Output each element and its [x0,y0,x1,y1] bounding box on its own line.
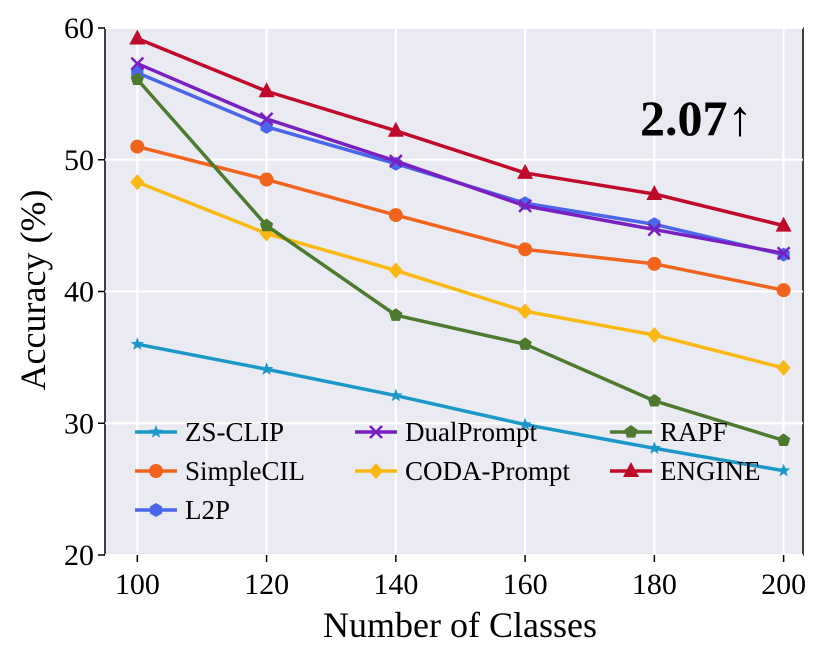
legend-label: L2P [185,495,230,525]
x-tick-label: 140 [373,568,418,601]
data-point-zs-clip [259,362,274,375]
data-point-simplecil [388,208,403,223]
data-point-simplecil [259,172,274,187]
series-coda-prompt [130,174,791,376]
data-point-simplecil [130,139,145,154]
data-point-rapf [389,308,403,321]
series-engine [129,29,792,232]
legend-swatch-marker [624,425,638,438]
y-tick-label: 20 [64,539,94,572]
y-axis-title: Accuracy (%) [13,190,53,391]
data-point-engine [646,185,663,201]
series-line-dualprompt [136,61,784,256]
data-point-coda-prompt [130,174,145,191]
legend-swatch-marker [369,425,383,439]
x-tick-label: 200 [761,568,806,601]
x-axis-title: Number of Classes [323,605,597,645]
legend-item-dualprompt: DualPrompt [355,417,537,447]
data-point-engine [129,29,146,45]
series-zs-clip [130,337,791,477]
series-line-engine [136,36,785,228]
legend: ZS-CLIP DualPrompt RAPF SimpleCIL CODA-Promp… [135,417,760,525]
data-point-rapf [518,337,532,350]
data-point-dualprompt [259,112,274,126]
data-point-rapf [259,218,274,232]
data-point-zs-clip [776,463,791,477]
y-tick-label: 60 [64,12,94,45]
legend-swatch-marker [149,425,163,438]
x-tick-label: 120 [244,568,289,601]
data-point-dualprompt [130,56,145,71]
legend-item-engine: ENGINE [610,456,760,486]
legend-label: ENGINE [660,456,760,486]
data-point-zs-clip [647,441,662,454]
data-point-dualprompt [518,198,532,213]
data-point-simplecil [647,256,662,271]
data-point-zs-clip [130,337,144,350]
series-line-rapf [136,78,785,443]
legend-item-l2p: L2P [135,495,230,525]
y-tick-label: 40 [64,276,94,309]
legend-label: CODA-Prompt [405,456,571,486]
legend-swatch-marker [149,464,163,478]
data-point-simplecil [776,283,791,298]
x-tick-label: 160 [503,568,548,601]
series-line-zs-clip [136,342,784,473]
series-line-simplecil [136,144,784,292]
legend-swatch-marker [369,463,383,479]
y-tick-label: 50 [64,144,94,177]
data-point-coda-prompt [647,326,662,343]
data-point-zs-clip [518,417,532,431]
data-point-dualprompt [647,222,662,237]
improvement-annotation: 2.07↑ [640,90,753,146]
data-point-coda-prompt [518,303,533,320]
series-layer [129,29,792,477]
data-point-engine [517,163,534,179]
data-point-dualprompt [388,154,403,168]
legend-swatch-marker [623,462,639,477]
data-point-dualprompt [776,246,791,261]
legend-label: DualPrompt [405,417,537,447]
data-point-engine [775,216,792,232]
legend-item-coda-prompt: CODA-Prompt [355,456,571,486]
series-line-coda-prompt [136,180,785,370]
data-point-rapf [776,433,791,447]
data-point-coda-prompt [776,359,791,376]
data-point-zs-clip [389,388,403,402]
legend-item-rapf: RAPF [610,417,728,447]
axis-ticks: 100 120 140 160 180 200 20 30 40 50 60 [64,12,806,601]
y-tick-label: 30 [64,407,94,440]
legend-label: RAPF [660,417,728,447]
series-dualprompt [130,56,791,261]
legend-swatch-marker [149,503,163,517]
legend-label: ZS-CLIP [185,417,284,447]
legend-item-zs-clip: ZS-CLIP [135,417,284,447]
series-rapf [130,72,791,447]
data-point-simplecil [518,242,533,257]
data-point-engine [387,121,404,137]
data-point-coda-prompt [388,262,403,279]
legend-label: SimpleCIL [185,456,305,486]
series-simplecil [130,139,791,298]
x-tick-label: 180 [632,568,677,601]
data-point-rapf [647,393,662,407]
legend-item-simplecil: SimpleCIL [135,456,305,486]
data-point-engine [258,82,275,98]
x-tick-label: 100 [115,568,160,601]
data-point-rapf [130,72,144,86]
